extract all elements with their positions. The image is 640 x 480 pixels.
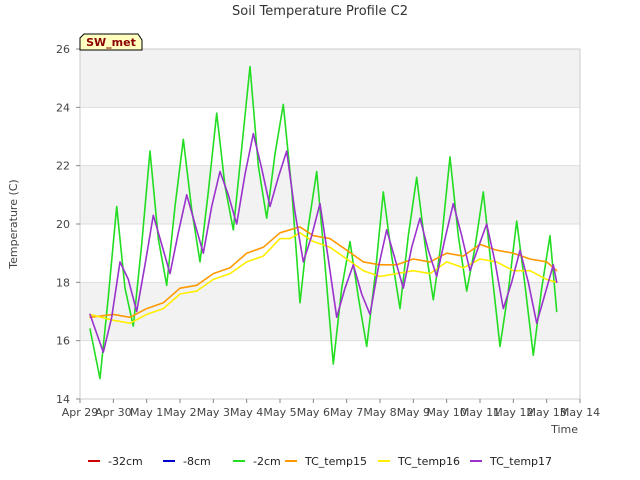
x-tick-label: May 3 bbox=[197, 406, 230, 419]
series-line-tc-temp17 bbox=[89, 132, 558, 354]
grid-band bbox=[80, 49, 580, 108]
chart-title: Soil Temperature Profile C2 bbox=[232, 4, 408, 19]
y-tick-label: 20 bbox=[56, 218, 70, 231]
x-tick-label: May 14 bbox=[560, 406, 600, 419]
station-badge-shape bbox=[79, 33, 143, 51]
series-line-tc-temp16 bbox=[89, 232, 558, 325]
y-tick-label: 22 bbox=[56, 160, 70, 173]
grid-bands bbox=[80, 49, 580, 399]
series-line-tc-temp15 bbox=[89, 226, 558, 319]
x-tick-label: May 13 bbox=[527, 406, 567, 419]
grid-band bbox=[80, 107, 580, 166]
x-tick-label: May 10 bbox=[427, 406, 467, 419]
station-badge: SW_met bbox=[79, 33, 143, 51]
x-tick-label: Apr 29 bbox=[62, 406, 99, 419]
y-tick-label: 24 bbox=[56, 101, 70, 114]
y-tick-label: 18 bbox=[56, 276, 70, 289]
x-tick-label: May 12 bbox=[493, 406, 533, 419]
x-tick-label: May 2 bbox=[163, 406, 196, 419]
x-tick-label: Apr 30 bbox=[95, 406, 132, 419]
x-tick-label: May 7 bbox=[330, 406, 363, 419]
x-tick-label: May 11 bbox=[460, 406, 500, 419]
x-tick-label: May 5 bbox=[263, 406, 296, 419]
x-tick-label: May 6 bbox=[297, 406, 330, 419]
legend-label: -2cm bbox=[253, 455, 281, 468]
legend-label: -8cm bbox=[183, 455, 211, 468]
legend-label: TC_temp16 bbox=[397, 455, 460, 468]
grid-band bbox=[80, 340, 580, 399]
legend: -32cm -8cm -2cm TC_temp15 TC_temp16 TC_temp17 bbox=[88, 455, 552, 468]
y-tick-label: 26 bbox=[56, 43, 70, 56]
x-tick-label: May 1 bbox=[130, 406, 163, 419]
x-tick-label: May 9 bbox=[397, 406, 430, 419]
y-axis-label: Temperature (C) bbox=[7, 179, 20, 269]
x-tick-label: May 4 bbox=[230, 406, 263, 419]
legend-label: -32cm bbox=[108, 455, 143, 468]
y-tick-label: 16 bbox=[56, 335, 70, 348]
grid-band bbox=[80, 165, 580, 224]
legend-label: TC_temp17 bbox=[489, 455, 552, 468]
x-tick-label: May 8 bbox=[363, 406, 396, 419]
series-line--2cm bbox=[89, 65, 558, 380]
legend-label: TC_temp15 bbox=[304, 455, 367, 468]
x-axis-label: Time bbox=[550, 423, 578, 436]
series-lines bbox=[89, 65, 558, 380]
station-badge-label: SW_met bbox=[86, 36, 136, 49]
y-tick-label: 14 bbox=[56, 393, 70, 406]
